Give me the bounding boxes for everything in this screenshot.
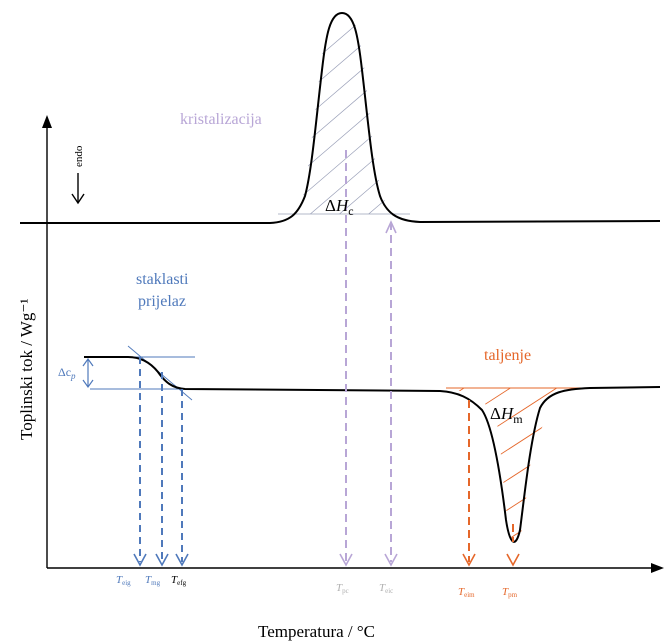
t-eic-label: Teic (379, 582, 393, 595)
t-eig-label: Teig (116, 574, 131, 587)
glass-arrowheads (133, 553, 189, 567)
melting-dashed-arrows (468, 400, 514, 562)
delta-cp-label: Δcp (58, 365, 76, 381)
delta-cp-arrowhead-bottom (82, 379, 94, 389)
glass-dashed-arrows (139, 357, 183, 562)
t-mg-label: Tmg (145, 574, 161, 587)
endo-arrowhead (71, 193, 85, 205)
t-pc-label: Tpc (336, 582, 349, 595)
crystallization-label: kristalizacija (180, 111, 262, 128)
endo-label: endo (73, 145, 85, 167)
delta-cp-arrowhead-top (82, 357, 94, 367)
melting-arrowheads (462, 553, 520, 567)
glass-transition-label-line2: prijelaz (138, 293, 186, 310)
x-axis-label: Temperatura / °C (258, 622, 375, 641)
crystallization-curve (20, 11, 661, 224)
melting-hatch (446, 388, 585, 542)
delta-hm-label: ΔHm (490, 404, 523, 426)
t-efg-label: Tefg (171, 574, 187, 587)
crystallization-arrowheads (339, 220, 398, 567)
crystallization-dashed-arrows (345, 150, 392, 562)
crystallization-hatch (298, 10, 392, 214)
x-axis-arrowhead (651, 563, 664, 573)
melting-label: taljenje (484, 347, 531, 364)
t-pm-label: Tpm (502, 586, 518, 599)
t-eim-label: Teim (458, 586, 475, 599)
y-axis-label: Toplinski tok / Wg⁻¹ (17, 299, 36, 441)
glass-melting-curve (84, 356, 661, 543)
glass-transition-label-line1: staklasti (136, 271, 189, 288)
delta-hc-label: ΔHc (325, 196, 354, 218)
y-axis-arrowhead (42, 115, 52, 128)
